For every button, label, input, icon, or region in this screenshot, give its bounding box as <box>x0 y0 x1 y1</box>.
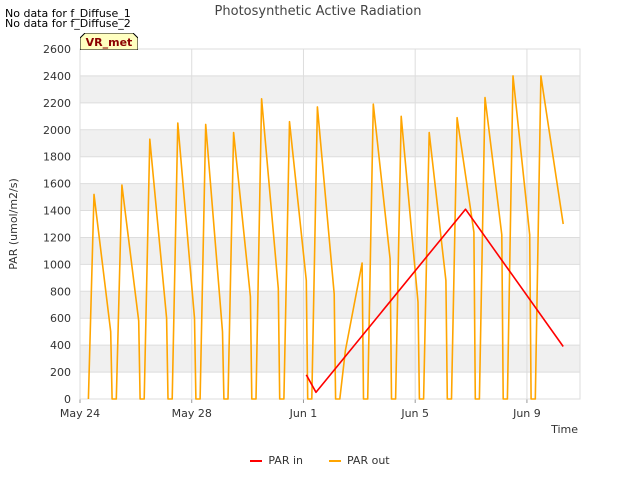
legend-item-par-in: PAR in <box>250 454 303 467</box>
series-line-par-out <box>87 75 564 400</box>
chart-title: Photosynthetic Active Radiation <box>215 4 422 19</box>
y-tick-label: 400 <box>50 339 71 352</box>
legend-item-par-out: PAR out <box>329 454 390 467</box>
y-tick-label: 2200 <box>43 97 71 110</box>
y-tick-label: 1400 <box>43 205 71 218</box>
legend: PAR in PAR out <box>0 454 640 467</box>
y-tick-labels: 0 200 400 600 800 1000 1200 1400 1600 1800 2000 220… <box>43 43 71 406</box>
y-tick-label: 2400 <box>43 70 71 83</box>
band <box>80 345 580 373</box>
series-line-par-in <box>305 208 564 394</box>
y-tick-label: 600 <box>50 312 71 325</box>
legend-label-par-in: PAR in <box>268 454 303 467</box>
band <box>80 129 580 157</box>
badge-label: VR_met <box>86 36 133 49</box>
vr-met-badge: VR_met <box>80 33 138 50</box>
x-tick-label: Jun 1 <box>289 407 318 420</box>
y-tick-label: 0 <box>64 393 71 406</box>
y-tick-label: 1000 <box>43 258 71 271</box>
plot-frame <box>79 48 581 400</box>
x-tick-label: May 28 <box>172 407 212 420</box>
y-tick-label: 1600 <box>43 178 71 191</box>
y-tick-label: 200 <box>50 366 71 379</box>
legend-swatch-par-in <box>250 459 263 462</box>
x-tick-label: Jun 5 <box>400 407 429 420</box>
y-tick-label: 1200 <box>43 231 71 244</box>
x-axis-label: Time <box>550 423 578 436</box>
band <box>80 291 580 319</box>
series-lines <box>87 75 564 400</box>
no-data-note-2: No data for f_Diffuse_2 <box>5 17 131 30</box>
band <box>80 75 580 103</box>
x-tick-label: Jun 9 <box>512 407 541 420</box>
y-tick-label: 2000 <box>43 124 71 137</box>
background-bands <box>80 75 580 373</box>
y-axis-label: PAR (umol/m2/s) <box>7 178 20 270</box>
no-data-note-1: No data for f_Diffuse_1 <box>5 7 131 20</box>
y-tick-label: 1800 <box>43 151 71 164</box>
y-tick-label: 2600 <box>43 43 71 56</box>
legend-swatch-par-out <box>329 459 341 462</box>
x-tick-labels: May 24 May 28 Jun 1 Jun 5 Jun 9 <box>60 407 541 420</box>
x-tick-label: May 24 <box>60 407 100 420</box>
legend-label-par-out: PAR out <box>347 454 390 467</box>
y-tick-label: 800 <box>50 285 71 298</box>
